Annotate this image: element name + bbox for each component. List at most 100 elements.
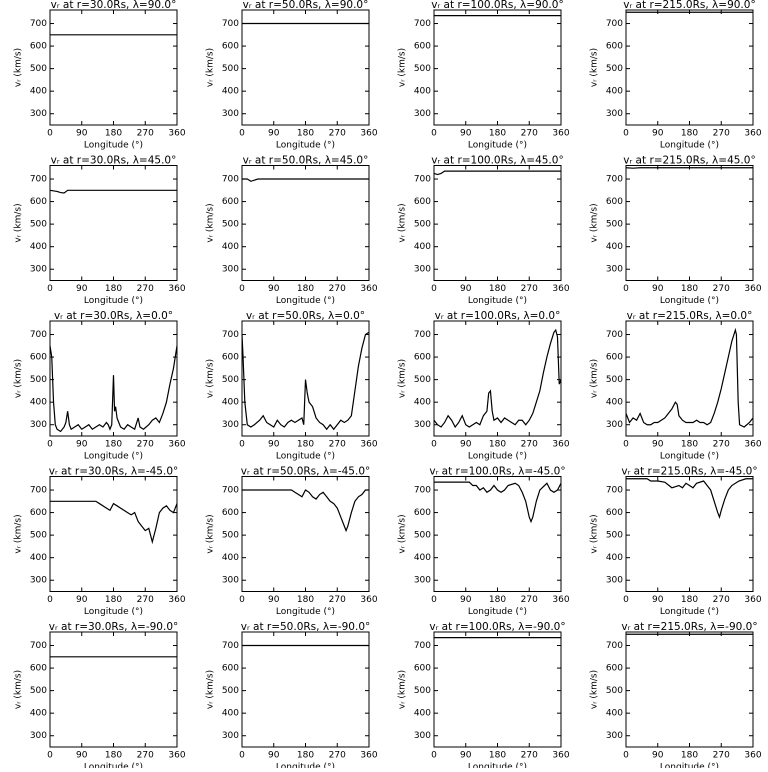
x-axis-label: Longitude (°): [276, 607, 335, 617]
x-tick-label: 0: [623, 440, 629, 450]
data-line: [50, 501, 177, 542]
x-tick-label: 270: [713, 129, 730, 139]
y-tick-label: 400: [222, 553, 239, 563]
x-tick-label: 0: [431, 440, 437, 450]
y-tick-label: 700: [414, 330, 431, 340]
y-tick-label: 300: [222, 109, 239, 119]
y-tick-label: 700: [414, 486, 431, 496]
y-tick-label: 400: [414, 87, 431, 97]
plot-frame: [242, 10, 369, 125]
data-line: [434, 171, 561, 174]
y-axis-label: vᵣ (km/s): [590, 203, 600, 242]
y-axis-label: vᵣ (km/s): [590, 514, 600, 553]
data-line: [242, 490, 369, 531]
y-tick-label: 700: [222, 175, 239, 185]
x-tick-label: 360: [360, 284, 377, 294]
x-axis-label: Longitude (°): [660, 141, 719, 151]
plot-frame: [434, 632, 561, 747]
y-tick-label: 500: [606, 686, 623, 696]
x-tick-label: 90: [652, 284, 664, 294]
x-tick-label: 0: [239, 129, 245, 139]
x-tick-label: 180: [297, 440, 314, 450]
y-axis-label: vᵣ (km/s): [398, 670, 408, 709]
x-tick-label: 360: [168, 129, 185, 139]
x-axis-label: Longitude (°): [660, 296, 719, 306]
data-line: [626, 330, 753, 427]
x-tick-label: 180: [681, 751, 698, 761]
chart-title: vᵣ at r=100.0Rs, λ=90.0°: [431, 0, 563, 11]
data-line: [50, 346, 177, 432]
y-tick-label: 600: [222, 664, 239, 674]
y-tick-label: 300: [30, 265, 47, 275]
y-tick-label: 600: [30, 353, 47, 363]
x-tick-label: 0: [623, 129, 629, 139]
x-tick-label: 0: [623, 284, 629, 294]
y-tick-label: 300: [606, 731, 623, 741]
x-tick-label: 360: [360, 751, 377, 761]
chart-title: vᵣ at r=30.0Rs, λ=0.0°: [54, 310, 173, 322]
y-axis-label: vᵣ (km/s): [14, 670, 24, 709]
plot-frame: [50, 477, 177, 592]
y-tick-label: 500: [606, 375, 623, 385]
y-axis-label: vᵣ (km/s): [398, 48, 408, 87]
y-tick-label: 600: [414, 197, 431, 207]
x-axis-label: Longitude (°): [276, 296, 335, 306]
x-tick-label: 180: [297, 595, 314, 605]
y-tick-label: 600: [414, 353, 431, 363]
x-tick-label: 90: [652, 595, 664, 605]
x-tick-label: 180: [105, 129, 122, 139]
y-tick-label: 600: [606, 664, 623, 674]
y-tick-label: 400: [30, 709, 47, 719]
x-tick-label: 270: [137, 284, 154, 294]
plot-frame: [626, 10, 753, 125]
x-tick-label: 270: [137, 129, 154, 139]
chart-title: vᵣ at r=100.0Rs, λ=0.0°: [435, 310, 561, 322]
x-tick-label: 180: [105, 284, 122, 294]
chart-title: vᵣ at r=50.0Rs, λ=0.0°: [246, 310, 365, 322]
y-axis-label: vᵣ (km/s): [14, 359, 24, 398]
x-tick-label: 90: [460, 440, 472, 450]
y-axis-label: vᵣ (km/s): [590, 48, 600, 87]
y-tick-label: 400: [414, 709, 431, 719]
x-tick-label: 360: [168, 284, 185, 294]
x-tick-label: 360: [744, 284, 761, 294]
y-tick-label: 500: [222, 686, 239, 696]
x-tick-label: 180: [297, 751, 314, 761]
y-tick-label: 300: [222, 265, 239, 275]
y-tick-label: 400: [30, 242, 47, 252]
x-tick-label: 270: [521, 284, 538, 294]
x-tick-label: 180: [489, 440, 506, 450]
y-tick-label: 600: [30, 42, 47, 52]
data-line: [50, 190, 177, 193]
y-tick-label: 700: [606, 641, 623, 651]
chart-title: vᵣ at r=215.0Rs, λ=-45.0°: [621, 466, 757, 478]
x-axis-label: Longitude (°): [468, 452, 527, 462]
y-axis-label: vᵣ (km/s): [206, 670, 216, 709]
y-axis-label: vᵣ (km/s): [398, 359, 408, 398]
chart-title: vᵣ at r=100.0Rs, λ=45.0°: [431, 155, 563, 167]
x-tick-label: 270: [329, 595, 346, 605]
x-tick-label: 270: [137, 440, 154, 450]
y-tick-label: 300: [606, 420, 623, 430]
y-tick-label: 300: [222, 576, 239, 586]
x-tick-label: 360: [744, 595, 761, 605]
x-tick-label: 0: [623, 595, 629, 605]
y-tick-label: 400: [414, 398, 431, 408]
x-tick-label: 270: [521, 751, 538, 761]
x-tick-label: 180: [681, 440, 698, 450]
data-line: [242, 332, 369, 429]
x-tick-label: 180: [681, 129, 698, 139]
y-tick-label: 600: [606, 197, 623, 207]
x-tick-label: 270: [713, 595, 730, 605]
y-tick-label: 300: [222, 731, 239, 741]
y-axis-label: vᵣ (km/s): [206, 48, 216, 87]
y-tick-label: 500: [414, 686, 431, 696]
plot-frame: [242, 166, 369, 281]
x-tick-label: 360: [552, 284, 569, 294]
x-tick-label: 270: [137, 595, 154, 605]
x-tick-label: 270: [713, 284, 730, 294]
x-tick-label: 0: [47, 440, 53, 450]
y-tick-label: 300: [606, 109, 623, 119]
y-tick-label: 400: [606, 398, 623, 408]
y-tick-label: 600: [222, 197, 239, 207]
